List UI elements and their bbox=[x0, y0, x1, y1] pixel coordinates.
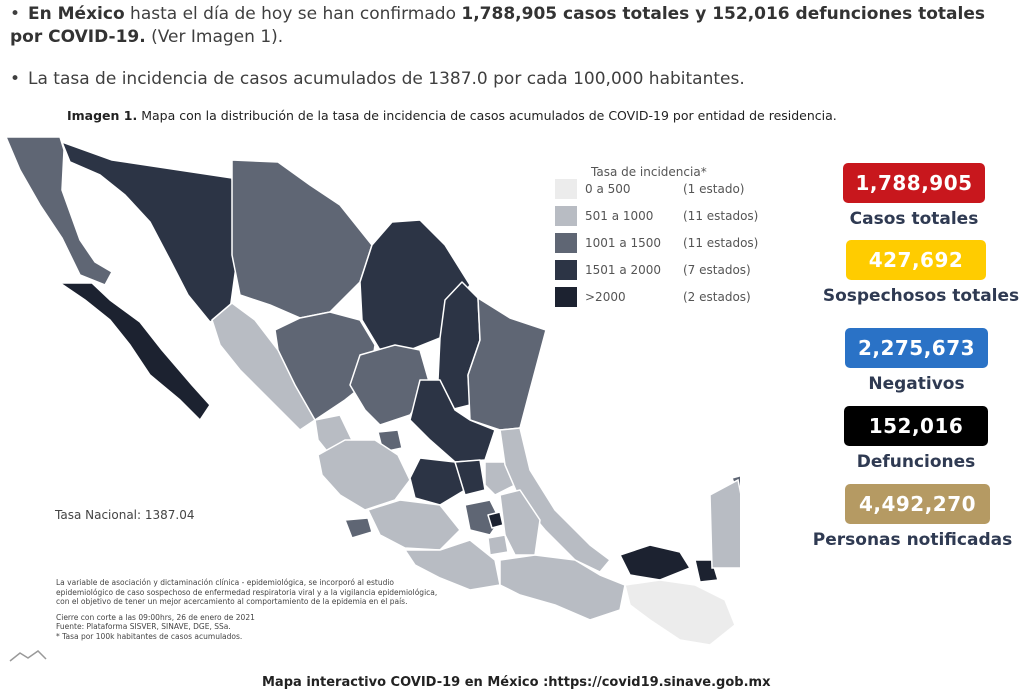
legend-swatch bbox=[555, 179, 577, 199]
stat-value-box: 4,492,270 bbox=[845, 484, 990, 524]
bullet-dot: • bbox=[10, 4, 21, 24]
bullet-bold-text: 1,788,905 casos totales y 152,016 defunc… bbox=[10, 4, 985, 47]
state-jalisco bbox=[317, 439, 411, 511]
state-michoacan bbox=[367, 499, 461, 551]
stat-value-box: 1,788,905 bbox=[843, 163, 985, 203]
stat-defunciones: 152,016 Defunciones bbox=[844, 406, 988, 472]
legend-count: (2 estados) bbox=[683, 290, 751, 304]
stat-casos-totales: 1,788,905 Casos totales bbox=[843, 163, 985, 229]
bullet-dot: • bbox=[10, 69, 21, 89]
legend-count: (1 estado) bbox=[683, 182, 745, 196]
state-oaxaca bbox=[499, 554, 626, 621]
footnote-line: La variable de asociación y dictaminació… bbox=[56, 578, 395, 587]
legend-count: (11 estados) bbox=[683, 236, 759, 250]
state-colima bbox=[344, 517, 373, 539]
legend-range: >2000 bbox=[585, 290, 626, 304]
state-queretaro bbox=[454, 459, 486, 496]
mexico-incidence-map bbox=[5, 136, 740, 646]
stat-negativos: 2,275,673 Negativos bbox=[845, 328, 988, 394]
bullet-ref: (Ver Imagen 1). bbox=[145, 27, 284, 47]
footnote-line: con el objetivo de tener un mejor acerca… bbox=[56, 597, 408, 606]
legend-title: Tasa de incidencia* bbox=[591, 165, 707, 179]
legend-range: 501 a 1000 bbox=[585, 209, 654, 223]
state-chihuahua bbox=[231, 159, 373, 319]
footnote-line: Cierre con corte a las 09:00hrs, 26 de e… bbox=[56, 612, 255, 622]
bullet-incidence-rate: • La tasa de incidencia de casos acumulad… bbox=[10, 68, 745, 91]
legend-swatch bbox=[555, 287, 577, 307]
legend-count: (11 estados) bbox=[683, 209, 759, 223]
footnotes: La variable de asociación y dictaminació… bbox=[56, 578, 486, 641]
legend-swatch bbox=[555, 233, 577, 253]
stat-label: Negativos bbox=[868, 374, 965, 394]
stat-label: Sospechosos totales bbox=[822, 286, 1020, 306]
state-san-luis-potosi bbox=[409, 379, 496, 463]
stat-label: Defunciones bbox=[856, 452, 976, 472]
figure-caption: Imagen 1. Mapa con la distribución de la… bbox=[67, 108, 837, 123]
national-rate-label: Tasa Nacional: 1387.04 bbox=[55, 508, 195, 522]
legend-swatch bbox=[555, 206, 577, 226]
bullet-lead: En México bbox=[28, 4, 125, 24]
stat-value-box: 152,016 bbox=[844, 406, 988, 446]
stat-label: Personas notificadas bbox=[812, 530, 1013, 550]
legend-count: (7 estados) bbox=[683, 263, 751, 277]
stat-value-box: 427,692 bbox=[846, 240, 986, 280]
state-baja-california-sur bbox=[59, 282, 211, 421]
footnote-line: epidemiológico de caso sospechoso de enf… bbox=[56, 587, 438, 597]
footnote-line: Fuente: Plataforma SISVER, SINAVE, DGE, … bbox=[56, 622, 231, 631]
state-tabasco bbox=[619, 544, 691, 581]
state-zacatecas bbox=[349, 344, 431, 426]
legend-range: 1001 a 1500 bbox=[585, 236, 662, 250]
bullet-confirmed-cases: • En México hasta el día de hoy se han co… bbox=[10, 3, 1020, 49]
footnote-line: * Tasa por 100k habitantes de casos acum… bbox=[56, 631, 243, 641]
bullet-text: La tasa de incidencia de casos acumulado… bbox=[28, 69, 745, 89]
state-morelos bbox=[487, 534, 509, 556]
state-tamaulipas bbox=[467, 297, 547, 431]
decorative-mark bbox=[9, 650, 47, 662]
stat-personas-notificadas: 4,492,270 Personas notificadas bbox=[813, 484, 1012, 550]
state-baja-california bbox=[5, 136, 113, 286]
legend-range: 0 a 500 bbox=[585, 182, 631, 196]
caption-text: Mapa con la distribución de la tasa de i… bbox=[137, 108, 837, 123]
stat-label: Casos totales bbox=[849, 209, 979, 229]
state-chiapas bbox=[624, 579, 736, 646]
bullet-text: hasta el día de hoy se han confirmado bbox=[124, 4, 462, 24]
stat-sospechosos-totales: 427,692 Sospechosos totales bbox=[823, 240, 1019, 306]
caption-lead: Imagen 1. bbox=[67, 108, 138, 123]
legend-range: 1501 a 2000 bbox=[585, 263, 662, 277]
state-campeche bbox=[709, 478, 740, 569]
legend-swatch bbox=[555, 260, 577, 280]
stat-value-box: 2,275,673 bbox=[845, 328, 988, 368]
